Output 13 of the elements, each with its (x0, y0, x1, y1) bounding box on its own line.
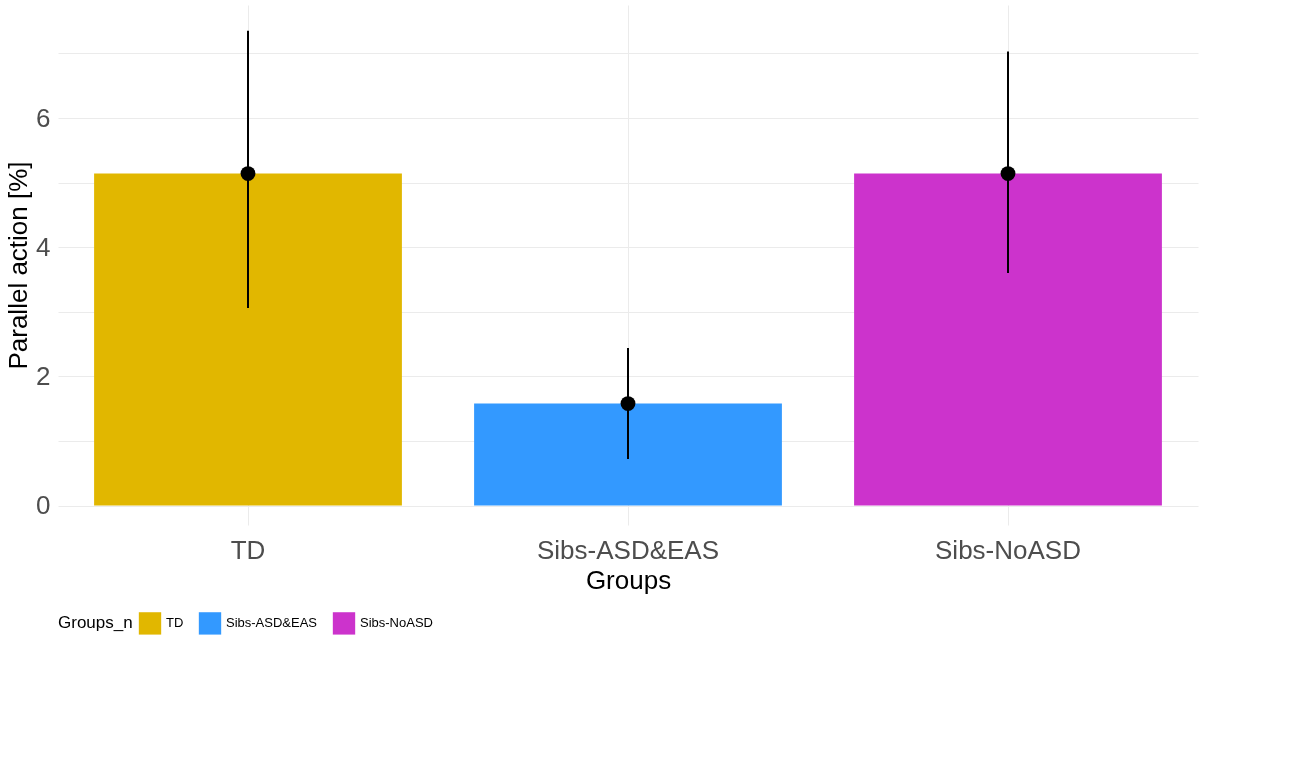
y-tick-label: 4 (36, 231, 51, 262)
legend-label: Sibs-NoASD (360, 615, 433, 631)
y-axis-title: Parallel action [%] (3, 161, 34, 370)
legend-label: Sibs-ASD&EAS (226, 615, 318, 631)
y-tick-label: 0 (36, 490, 51, 521)
x-axis-title: Groups (585, 564, 672, 595)
legend-label: TD (166, 615, 184, 631)
x-tick-label: Sibs-NoASD (935, 534, 1081, 565)
x-tick-label: Sibs-ASD&EAS (536, 534, 720, 565)
y-tick-label: 6 (36, 102, 51, 133)
legend-title: Groups_n (58, 613, 133, 632)
y-tick-label: 2 (36, 360, 51, 391)
x-tick-label: TD (230, 534, 266, 565)
